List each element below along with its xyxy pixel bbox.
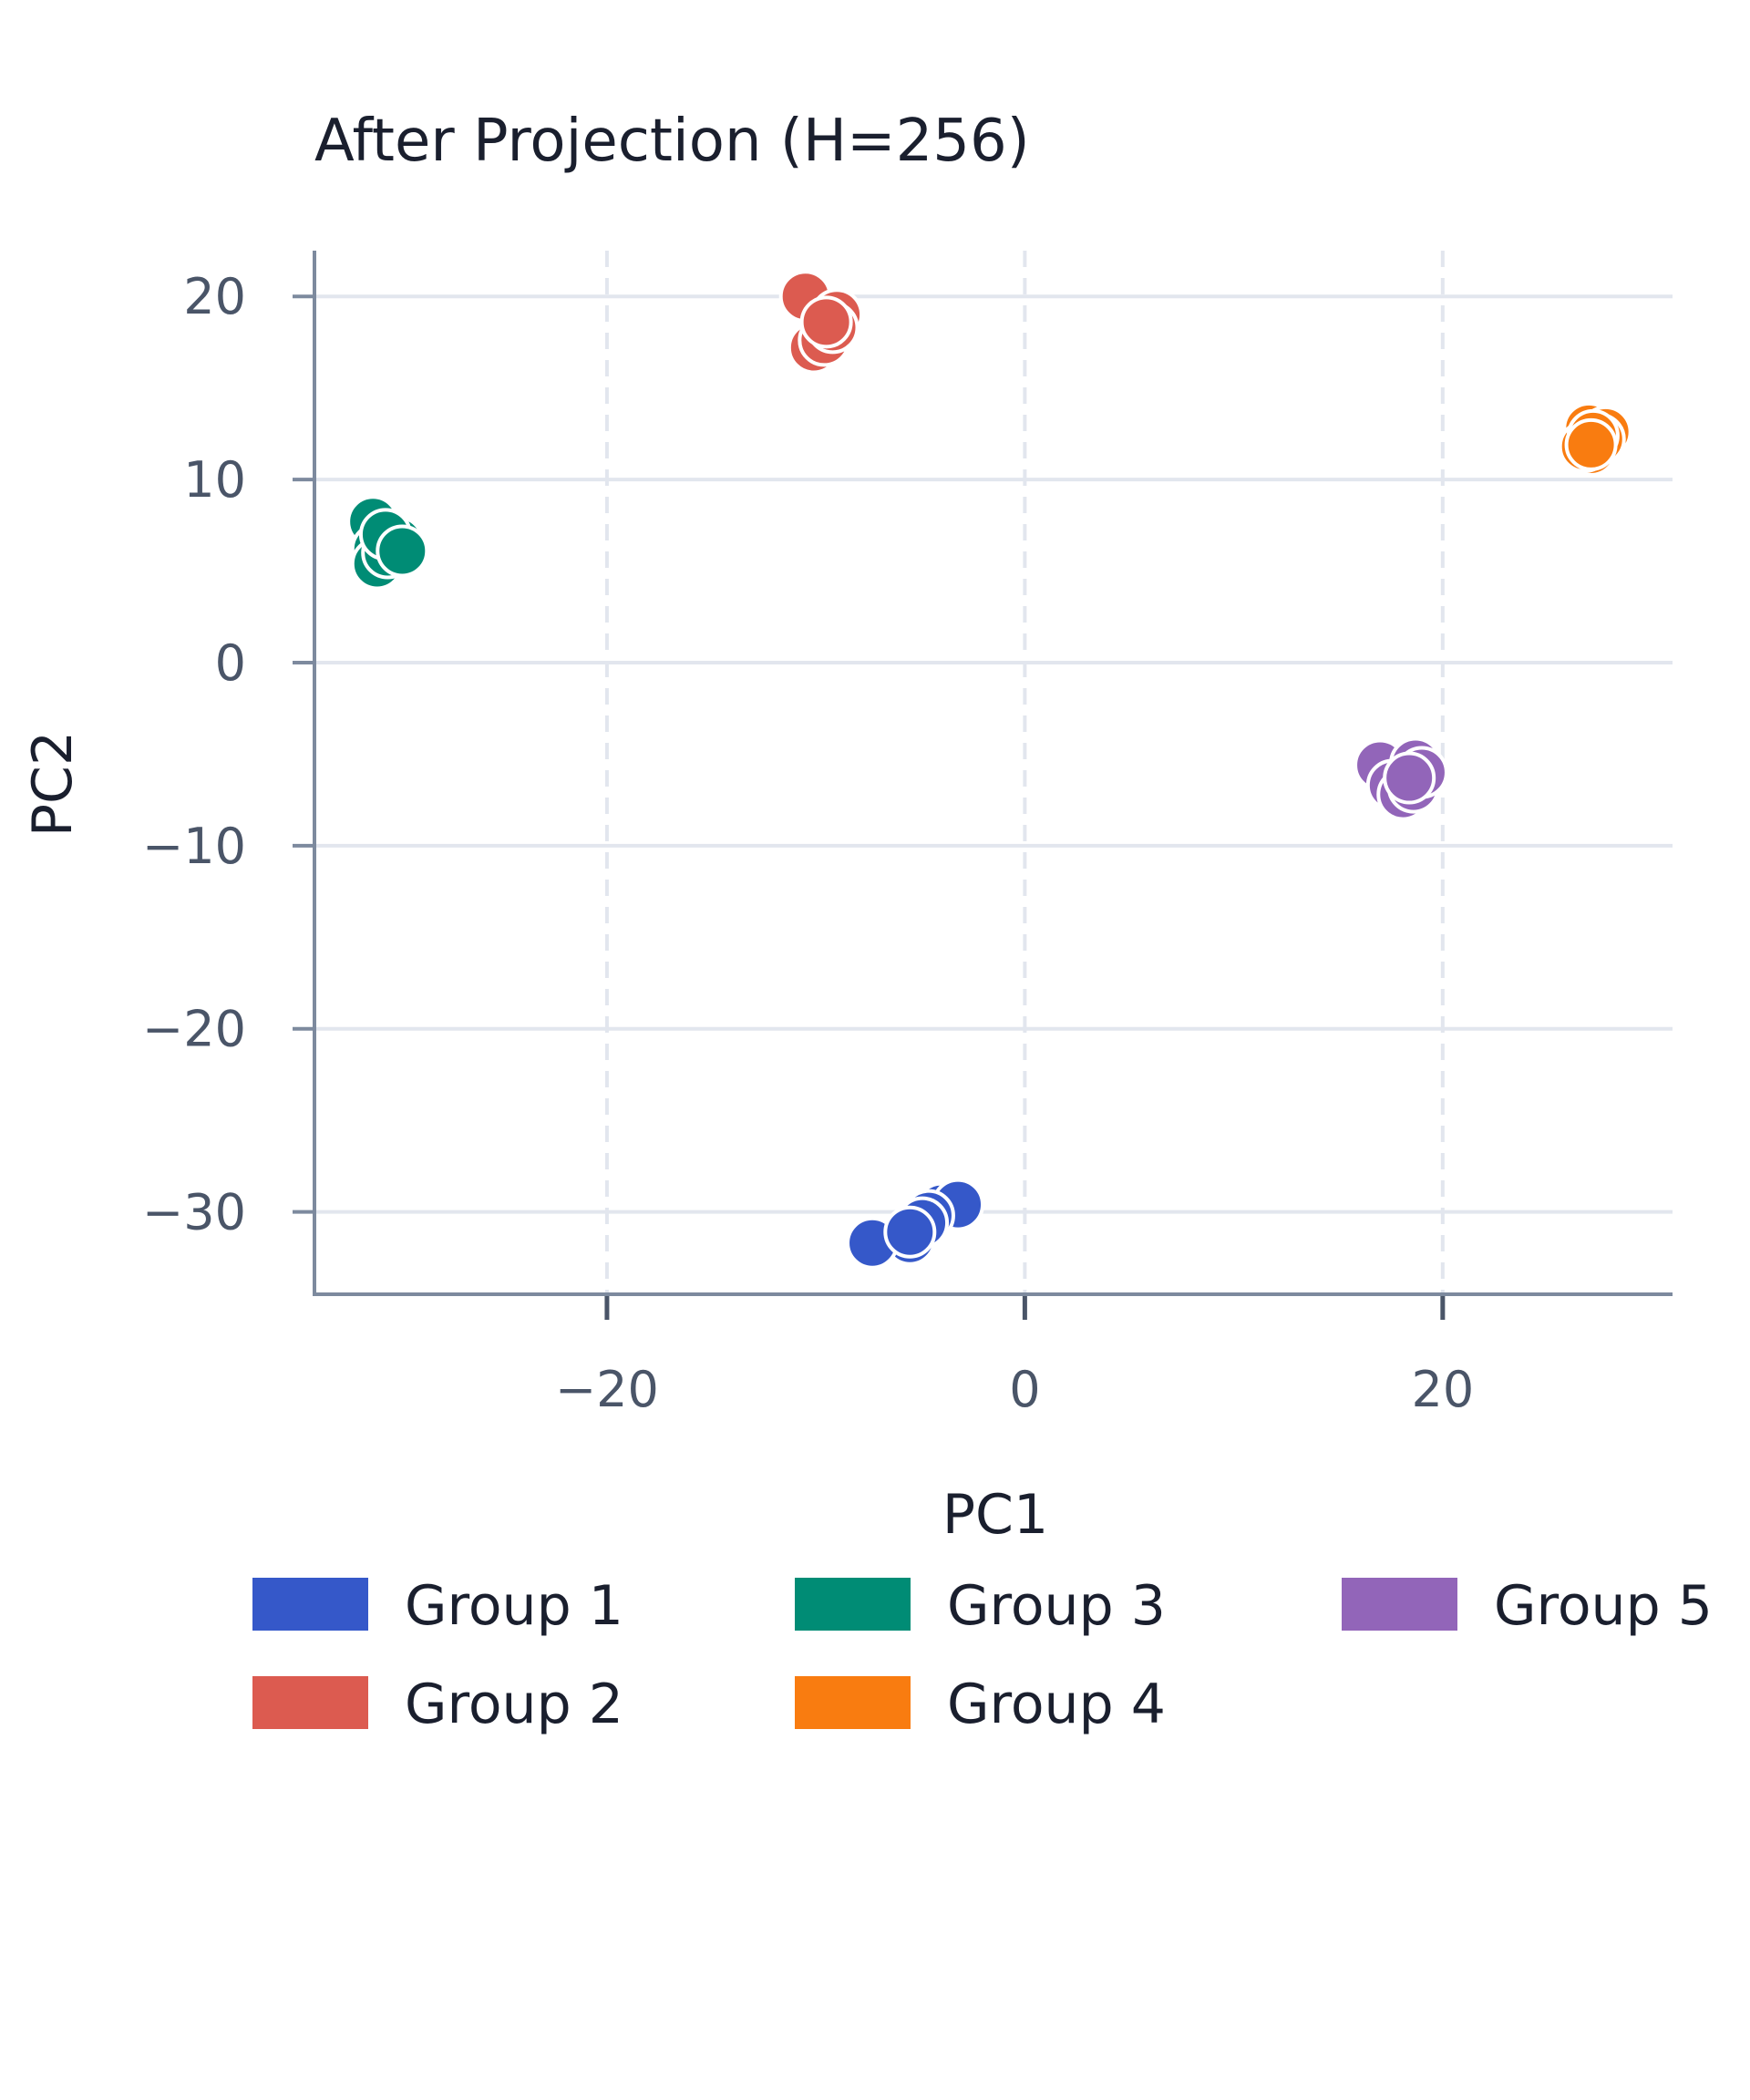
- legend-label: Group 2: [405, 1673, 623, 1736]
- data-point: [376, 524, 429, 578]
- legend-label: Group 5: [1494, 1574, 1713, 1638]
- x-tick-label: 0: [1009, 1361, 1040, 1418]
- series-group-2: [778, 270, 864, 375]
- legend: Group 1 Group 2 Group 3 Group 4 Group 5: [252, 1574, 1713, 1736]
- chart-title: After Projection (H=256): [314, 108, 1030, 175]
- x-tick-label: 20: [1411, 1361, 1474, 1418]
- x-axis-label: PC1: [942, 1483, 1048, 1547]
- data-point: [1383, 751, 1436, 805]
- grid: [314, 251, 1673, 1294]
- y-tick-label: −10: [142, 818, 246, 875]
- legend-swatch: [252, 1676, 368, 1729]
- series-group-5: [1354, 736, 1448, 821]
- series-group-1: [846, 1178, 985, 1270]
- legend-label: Group 4: [947, 1673, 1166, 1736]
- y-axis-label: PC2: [21, 731, 85, 837]
- legend-swatch: [795, 1676, 911, 1729]
- y-tick-label: 0: [215, 634, 246, 692]
- legend-label: Group 3: [947, 1574, 1166, 1638]
- data-points: [346, 270, 1632, 1270]
- legend-swatch: [1342, 1578, 1457, 1631]
- axes: 20 10 0 −10 −20 −30 −20 0 20: [142, 251, 1673, 1418]
- y-tick-label: 20: [183, 268, 246, 325]
- series-group-3: [346, 495, 429, 591]
- legend-swatch: [795, 1578, 911, 1631]
- data-point: [799, 295, 853, 349]
- x-tick-label: −20: [555, 1361, 659, 1418]
- legend-label: Group 1: [405, 1574, 623, 1638]
- series-group-4: [1558, 401, 1632, 477]
- data-point: [883, 1205, 937, 1259]
- y-tick-label: −30: [142, 1184, 246, 1241]
- legend-swatch: [252, 1578, 368, 1631]
- data-point: [1564, 417, 1618, 471]
- y-tick-label: −20: [142, 1001, 246, 1058]
- y-tick-label: 10: [183, 451, 246, 509]
